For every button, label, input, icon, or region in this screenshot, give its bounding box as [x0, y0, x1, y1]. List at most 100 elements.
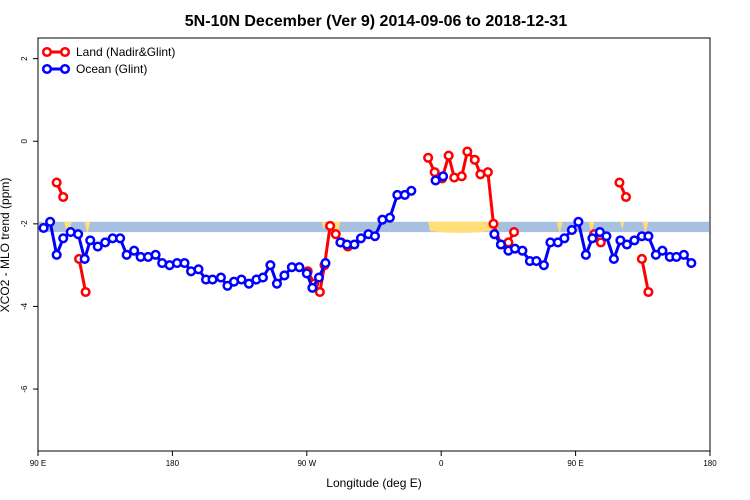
- series-ocean-point: [115, 233, 126, 244]
- series-land-point: [595, 237, 606, 248]
- series-land-point: [456, 171, 467, 182]
- reference-band-rect: [39, 221, 709, 233]
- y-tick-label: -6: [20, 385, 29, 393]
- series-land-point: [508, 227, 520, 238]
- series-ocean-point: [215, 272, 226, 283]
- reference-band: [39, 221, 709, 233]
- series-land-point: [325, 220, 336, 231]
- series-ocean-point: [301, 268, 312, 279]
- land-mask-blob: [428, 221, 500, 233]
- series-ocean-point: [92, 241, 103, 252]
- legend: Land (Nadir&Glint) Ocean (Glint): [41, 45, 175, 76]
- series-ocean-point: [621, 239, 632, 250]
- series-land-point: [643, 286, 654, 298]
- series-land-point: [330, 229, 341, 240]
- series-ocean-point: [79, 253, 90, 265]
- y-axis-label: XCO2 - MLO trend (ppm): [0, 178, 12, 313]
- y-tick-label: -2: [20, 220, 29, 228]
- series-ocean-point: [559, 233, 570, 244]
- series-ocean-point: [538, 260, 549, 271]
- series-ocean-point: [657, 245, 668, 256]
- x-tick-label: 90 E: [30, 459, 46, 468]
- series-ocean-point: [313, 272, 324, 283]
- series-ocean-point: [236, 274, 247, 285]
- series-ocean-point: [51, 249, 62, 260]
- x-tick-label: 90 W: [297, 459, 316, 468]
- series-ocean-point: [265, 260, 276, 271]
- x-tick-label: 180: [166, 459, 180, 468]
- series-ocean-point: [384, 212, 395, 223]
- land-mask-blob: [642, 221, 649, 233]
- series-ocean-point: [279, 270, 290, 281]
- series-land-point: [482, 167, 493, 178]
- series-land-point: [314, 286, 325, 298]
- legend-ocean-label: Ocean (Glint): [76, 62, 147, 76]
- series-ocean-point: [349, 239, 360, 250]
- series-ocean-point: [608, 253, 619, 265]
- series-land-line: [640, 258, 650, 293]
- series-ocean-point: [355, 233, 366, 244]
- series-ocean-point: [100, 237, 111, 248]
- plot-frame: [37, 37, 711, 452]
- land-mask-blob: [556, 221, 563, 233]
- series-land-point: [51, 177, 62, 188]
- series-ocean-point: [566, 224, 577, 236]
- series-land-point: [80, 286, 91, 298]
- x-tick-label: 90 E: [567, 459, 583, 468]
- land-mask-blob: [588, 221, 595, 233]
- legend-land-label: Land (Nadir&Glint): [76, 45, 175, 59]
- series-ocean-point: [517, 245, 528, 256]
- series-land-point: [443, 150, 454, 161]
- y-tick-label: 2: [20, 56, 29, 61]
- series-ocean-point: [601, 231, 612, 242]
- series-ocean-point: [85, 235, 96, 246]
- series-ocean-point: [678, 249, 689, 260]
- series-ocean-point: [438, 171, 449, 182]
- series-ocean-point: [257, 272, 268, 283]
- series-ocean-point: [531, 255, 542, 267]
- series-ocean-point: [58, 233, 69, 244]
- land-mask-blob: [321, 221, 326, 233]
- series-ocean-point: [406, 185, 417, 196]
- series-ocean-point: [207, 274, 218, 285]
- land-mask-blob: [84, 221, 91, 233]
- series-land-point: [423, 152, 434, 163]
- y-tick-label: 0: [20, 138, 29, 143]
- x-axis: 90 E 180 90 W 0 90 E 180: [30, 451, 717, 468]
- series-ocean-point: [369, 231, 380, 242]
- y-tick-label: -4: [20, 302, 29, 310]
- series-ocean-point: [243, 278, 254, 289]
- series-ocean-point: [573, 216, 584, 227]
- series-land-point: [58, 191, 69, 203]
- series-land-point: [620, 191, 632, 203]
- x-tick-label: 0: [439, 459, 444, 468]
- series-land-point: [488, 218, 499, 229]
- series-ocean-point: [580, 249, 591, 260]
- legend-ocean-marker-left: [41, 63, 53, 75]
- series-land-point: [429, 167, 440, 178]
- x-axis-label: Longitude (deg E): [326, 476, 421, 490]
- chart-title: 5N-10N December (Ver 9) 2014-09-06 to 20…: [185, 13, 568, 30]
- series-ocean-point: [73, 229, 84, 240]
- series-ocean-point: [121, 249, 132, 260]
- series-ocean-point: [129, 245, 140, 256]
- series-ocean-point: [179, 258, 190, 269]
- series-ocean-point: [629, 235, 640, 246]
- series-ocean-point: [193, 264, 204, 275]
- series-land-point: [614, 177, 625, 188]
- series-land-point: [469, 154, 480, 165]
- series-ocean-point: [643, 231, 654, 242]
- series-ocean-point: [271, 278, 282, 289]
- series-ocean-point: [294, 262, 305, 273]
- legend-ocean-marker-right: [59, 63, 71, 75]
- series-land-point: [462, 146, 473, 157]
- series-ocean-point: [150, 249, 161, 260]
- series-ocean: [38, 171, 697, 293]
- series-ocean-point: [38, 222, 49, 234]
- series-ocean-point: [307, 282, 318, 293]
- series-ocean-point: [430, 175, 441, 186]
- legend-land-marker-right: [59, 46, 71, 58]
- land-mask-blob: [64, 221, 72, 233]
- series-ocean-point: [495, 239, 506, 250]
